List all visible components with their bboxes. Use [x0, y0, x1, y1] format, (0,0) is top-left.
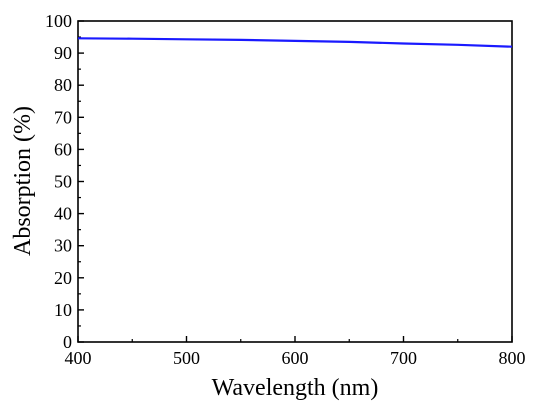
y-tick-label: 20 [54, 268, 72, 288]
x-tick-label: 500 [173, 348, 200, 368]
y-tick-label: 40 [54, 204, 72, 224]
tick-marks [77, 20, 513, 343]
y-tick-label: 0 [63, 332, 72, 352]
y-tick-label: 70 [54, 107, 72, 127]
y-tick-label: 50 [54, 172, 72, 192]
y-tick-label: 30 [54, 236, 72, 256]
tick-labels: 400 500 600 700 800 0 10 20 30 40 50 60 70 80 90 100 [45, 11, 526, 368]
y-tick-label: 90 [54, 43, 72, 63]
y-axis-title: Absorption (%) [10, 106, 36, 256]
x-tick-label: 700 [390, 348, 417, 368]
y-tick-label: 80 [54, 75, 72, 95]
y-tick-label: 60 [54, 139, 72, 159]
x-tick-label: 800 [499, 348, 526, 368]
y-tick-label: 100 [45, 11, 72, 31]
absorption-series-line [77, 37, 513, 48]
y-tick-label: 10 [54, 300, 72, 320]
series-lines [77, 37, 513, 48]
x-tick-label: 400 [65, 348, 92, 368]
x-axis-title: Wavelength (nm) [212, 375, 379, 401]
plot-frame [77, 20, 513, 343]
x-tick-label: 600 [282, 348, 309, 368]
